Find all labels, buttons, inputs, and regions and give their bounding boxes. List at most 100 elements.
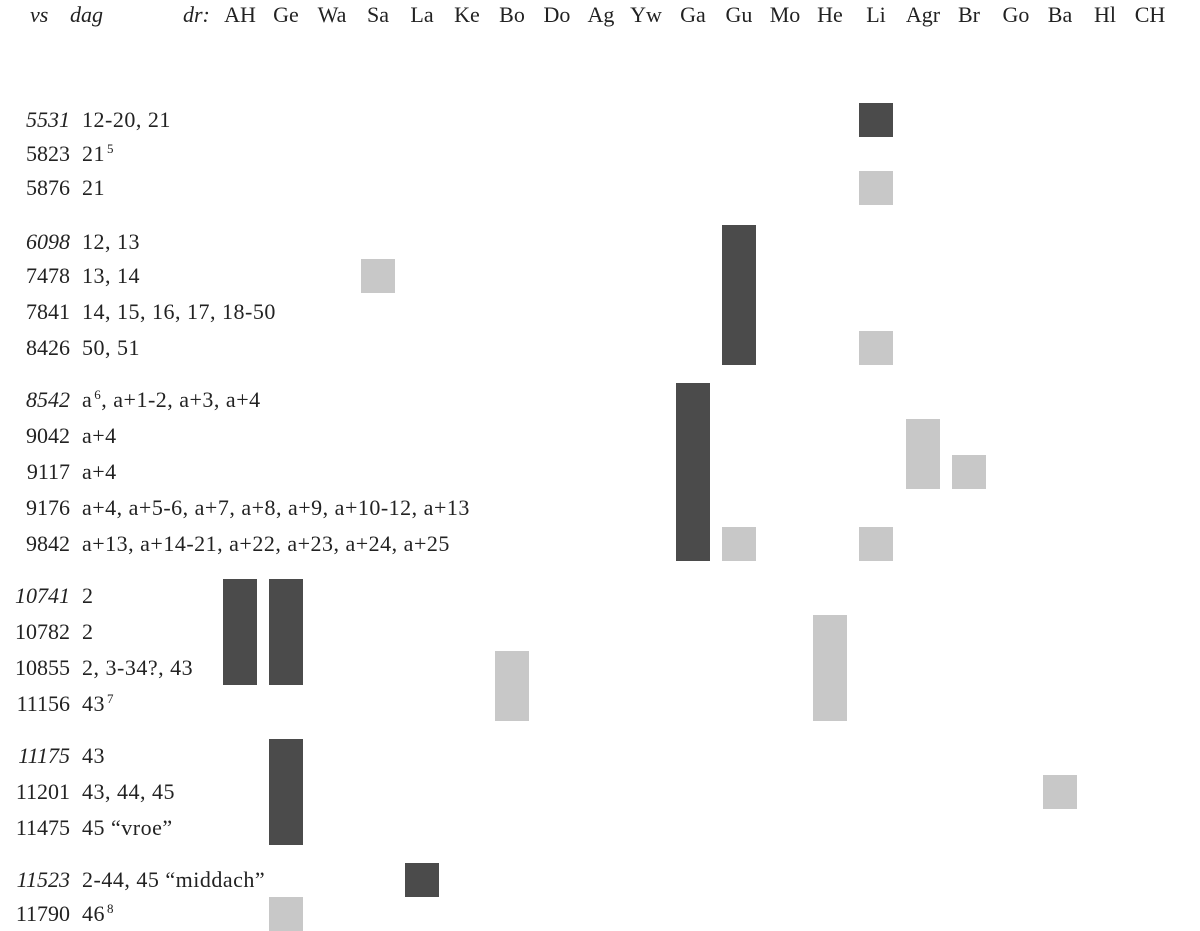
presence-bar-gu [722, 527, 756, 561]
dag-text: a+4 [82, 423, 117, 448]
footnote-marker: 6 [94, 386, 102, 402]
vs-number: 11201 [15, 779, 70, 804]
presence-bar-ba [1043, 775, 1077, 809]
column-header-ag: Ag [587, 2, 615, 27]
dag-value: 12-20, 21 [82, 103, 171, 137]
dag-value: 45 “vroe” [82, 811, 173, 845]
dag-text: 43 [82, 691, 105, 716]
dag-value: a+4, a+5-6, a+7, a+8, a+9, a+10-12, a+13 [82, 491, 470, 525]
column-header-hl: Hl [1094, 2, 1116, 27]
presence-bar-ge [269, 897, 303, 931]
dr-header: dr: [183, 2, 210, 27]
dag-value: a 6, a+1-2, a+3, a+4 [82, 383, 261, 417]
dag-text: 14, 15, 16, 17, 18-50 [82, 299, 276, 324]
dag-text: a+4, a+5-6, a+7, a+8, a+9, a+10-12, a+13 [82, 495, 470, 520]
vs-number: 10741 [15, 583, 70, 608]
presence-bar-li [859, 171, 893, 205]
dag-text: a [82, 387, 93, 412]
presence-bar-ge [269, 579, 303, 685]
column-header-ge: Ge [273, 2, 299, 27]
presence-bar-sa [361, 259, 395, 293]
vs-number: 10855 [15, 655, 70, 680]
dag-text: 13, 14 [82, 263, 140, 288]
dag-value: 12, 13 [82, 225, 140, 259]
column-header-ke: Ke [454, 2, 480, 27]
dag-value: a+4 [82, 419, 117, 453]
dag-value: 2, 3-34?, 43 [82, 651, 193, 685]
dag-value: 2-44, 45 “middach” [82, 863, 265, 897]
dag-text: a+13, a+14-21, a+22, a+23, a+24, a+25 [82, 531, 450, 556]
dag-value: 21 [82, 171, 105, 205]
presence-bar-bo [495, 651, 529, 721]
column-header-agr: Agr [905, 2, 941, 27]
presence-bar-li [859, 527, 893, 561]
dag-value: 43 [82, 739, 105, 773]
dag-text: 50, 51 [82, 335, 140, 360]
dag-header: dag [70, 2, 103, 27]
vs-number: 5823 [26, 141, 70, 166]
presence-bar-br [952, 455, 986, 489]
vs-number: 10782 [15, 619, 70, 644]
presence-bar-ga [676, 383, 710, 561]
column-header-wa: Wa [317, 2, 347, 27]
vs-number: 6098 [26, 229, 70, 254]
dag-value: 50, 51 [82, 331, 140, 365]
column-header-ba: Ba [1047, 2, 1073, 27]
vs-header: vs [30, 2, 49, 27]
column-header-br: Br [958, 2, 980, 27]
vs-number: 5531 [26, 107, 70, 132]
column-header-la: La [410, 2, 434, 27]
vs-number: 9842 [26, 531, 70, 556]
column-header-li: Li [866, 2, 886, 27]
dag-value: a+4 [82, 455, 117, 489]
vs-number: 11790 [15, 901, 70, 926]
vs-number: 5876 [26, 175, 70, 200]
vs-number: 11523 [16, 867, 70, 892]
footnote-marker: 5 [107, 140, 114, 156]
dag-text: a+4 [82, 459, 117, 484]
dag-value: 14, 15, 16, 17, 18-50 [82, 295, 276, 329]
footnote-marker: 7 [107, 690, 114, 706]
dag-text: 2 [82, 583, 94, 608]
vs-number: 9176 [26, 495, 70, 520]
column-header-yw: Yw [630, 2, 662, 27]
dag-value: 43 7 [82, 687, 114, 721]
vs-number: 9117 [26, 459, 70, 484]
dag-text: 45 “vroe” [82, 815, 173, 840]
vs-number: 7478 [26, 263, 70, 288]
vs-number: 11156 [16, 691, 70, 716]
dag-value: a+13, a+14-21, a+22, a+23, a+24, a+25 [82, 527, 450, 561]
vs-number: 11175 [18, 743, 70, 768]
dag-text: 46 [82, 901, 105, 926]
dag-text: 21 [82, 175, 105, 200]
dag-value: 13, 14 [82, 259, 140, 293]
dag-text: 43 [82, 743, 105, 768]
presence-bar-gu [722, 225, 756, 365]
column-header-go: Go [1002, 2, 1030, 27]
presence-bar-la [405, 863, 439, 897]
column-header-ch: CH [1134, 2, 1166, 27]
column-header-gu: Gu [725, 2, 753, 27]
column-header-mo: Mo [769, 2, 801, 27]
column-header-he: He [817, 2, 843, 27]
column-header-sa: Sa [367, 2, 389, 27]
vs-number: 8426 [26, 335, 70, 360]
footnote-marker: 8 [107, 900, 114, 916]
presence-bar-he [813, 615, 847, 721]
dag-text: 12-20, 21 [82, 107, 171, 132]
dag-value: 21 5 [82, 137, 114, 171]
dag-text: 2 [82, 619, 94, 644]
presence-bar-ge [269, 739, 303, 845]
dag-text: 43, 44, 45 [82, 779, 175, 804]
vs-number: 8542 [26, 387, 70, 412]
dag-value: 2 [82, 615, 94, 649]
dag-text: 2-44, 45 “middach” [82, 867, 266, 892]
column-header-ah: AH [224, 2, 256, 27]
dag-value: 43, 44, 45 [82, 775, 175, 809]
vs-number: 7841 [26, 299, 70, 324]
vs-number: 11475 [15, 815, 70, 840]
presence-bar-agr [906, 419, 940, 489]
vs-number: 9042 [26, 423, 70, 448]
presence-bar-ah [223, 579, 257, 685]
